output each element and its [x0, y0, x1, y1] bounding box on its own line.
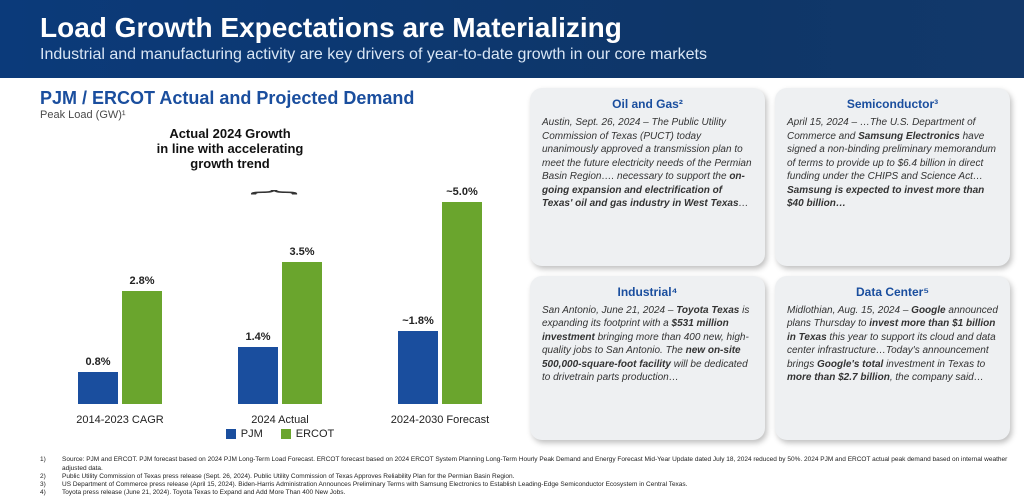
legend-label: ERCOT: [296, 428, 335, 440]
chart-title: PJM / ERCOT Actual and Projected Demand: [40, 88, 520, 109]
bar-value-label: 2.8%: [129, 275, 154, 287]
content-row: PJM / ERCOT Actual and Projected Demand …: [0, 78, 1024, 440]
bar-value-label: 0.8%: [85, 356, 110, 368]
bar: 1.4%: [238, 347, 278, 404]
bar-value-label: ~5.0%: [446, 186, 478, 198]
bar-value-label: 1.4%: [245, 331, 270, 343]
bar-group: 0.8%2.8%: [60, 291, 180, 404]
footnotes: 1)Source: PJM and ERCOT. PJM forecast ba…: [40, 456, 1010, 497]
card-body: San Antonio, June 21, 2024 – Toyota Texa…: [542, 304, 753, 385]
footnote-1: Source: PJM and ERCOT. PJM forecast base…: [62, 456, 1010, 472]
legend-swatch: [281, 429, 291, 439]
legend-item: ERCOT: [281, 428, 335, 440]
page-title: Load Growth Expectations are Materializi…: [40, 12, 984, 44]
brace-icon: ⏟: [262, 190, 298, 213]
chart-panel: PJM / ERCOT Actual and Projected Demand …: [40, 88, 520, 440]
footnote-3: US Department of Commerce press release …: [62, 481, 687, 489]
bar-value-label: ~1.8%: [402, 315, 434, 327]
category-label: 2024 Actual: [220, 414, 340, 426]
card-title: Semiconductor³: [787, 96, 998, 112]
card-title: Oil and Gas²: [542, 96, 753, 112]
bar: 0.8%: [78, 372, 118, 404]
bar-group: 1.4%3.5%⏟: [220, 262, 340, 403]
bar: ~1.8%: [398, 331, 438, 404]
bar-chart: 0.8%2.8%1.4%3.5%⏟~1.8%~5.0% 2014-2023 CA…: [40, 176, 520, 426]
header: Load Growth Expectations are Materializi…: [0, 0, 1024, 78]
cards-grid: Oil and Gas² Austin, Sept. 26, 2024 – Th…: [530, 88, 1010, 440]
legend-swatch: [226, 429, 236, 439]
card-data-center: Data Center⁵ Midlothian, Aug. 15, 2024 –…: [775, 276, 1010, 440]
category-label: 2024-2030 Forecast: [380, 414, 500, 426]
bar: 3.5%: [282, 262, 322, 403]
chart-subtitle: Peak Load (GW)¹: [40, 109, 520, 121]
footnote-4: Toyota press release (June 21, 2024). To…: [62, 489, 345, 497]
bar: ~5.0%: [442, 202, 482, 404]
legend-label: PJM: [241, 428, 263, 440]
bar-group: ~1.8%~5.0%: [380, 202, 500, 404]
card-industrial: Industrial⁴ San Antonio, June 21, 2024 –…: [530, 276, 765, 440]
card-body: April 15, 2024 – …The U.S. Department of…: [787, 116, 998, 211]
card-title: Data Center⁵: [787, 284, 998, 300]
legend-item: PJM: [226, 428, 263, 440]
card-semiconductor: Semiconductor³ April 15, 2024 – …The U.S…: [775, 88, 1010, 266]
bar-value-label: 3.5%: [289, 246, 314, 258]
page-subtitle: Industrial and manufacturing activity ar…: [40, 46, 984, 64]
category-label: 2014-2023 CAGR: [60, 414, 180, 426]
chart-legend: PJM ERCOT: [40, 428, 520, 440]
card-body: Austin, Sept. 26, 2024 – The Public Util…: [542, 116, 753, 211]
card-title: Industrial⁴: [542, 284, 753, 300]
chart-annotation: Actual 2024 Growth in line with accelera…: [120, 127, 340, 172]
card-oil-gas: Oil and Gas² Austin, Sept. 26, 2024 – Th…: [530, 88, 765, 266]
footnote-2: Public Utility Commission of Texas press…: [62, 473, 514, 481]
bar: 2.8%: [122, 291, 162, 404]
card-body: Midlothian, Aug. 15, 2024 – Google annou…: [787, 304, 998, 385]
